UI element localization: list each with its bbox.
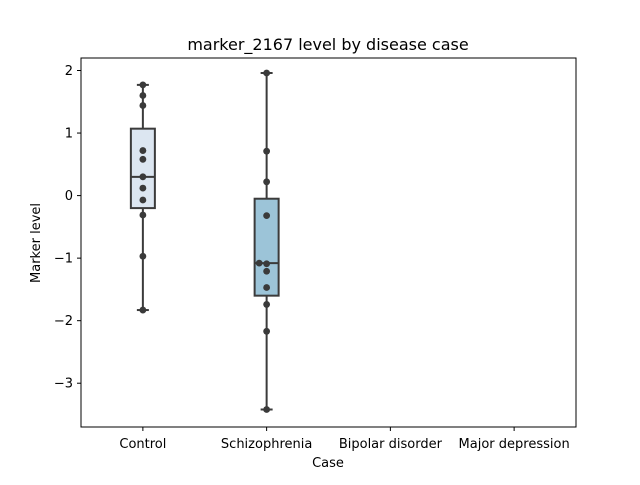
data-point (263, 284, 271, 291)
chart-title: marker_2167 level by disease case (187, 35, 468, 55)
data-point (139, 196, 147, 204)
data-point (139, 252, 147, 260)
y-tick-label: 0 (65, 189, 73, 204)
data-point (139, 155, 147, 163)
box-group-control (129, 83, 156, 312)
data-point (263, 178, 271, 186)
data-point (263, 327, 271, 335)
x-tick-label: Bipolar disorder (339, 437, 443, 452)
box-body (129, 127, 156, 210)
y-tick-label: 1 (65, 127, 73, 142)
data-point (139, 102, 147, 109)
data-point (263, 406, 271, 413)
data-point (263, 260, 271, 268)
data-point (263, 147, 271, 155)
data-point (263, 212, 271, 220)
data-point (139, 147, 147, 154)
data-point (139, 92, 147, 99)
data-point (255, 259, 263, 267)
data-point (263, 301, 271, 308)
x-axis-label: Case (312, 456, 344, 471)
y-tick-label: −1 (54, 252, 73, 267)
axes-frame (80, 57, 577, 428)
data-point (139, 211, 147, 219)
data-point (139, 173, 147, 181)
data-point (139, 81, 147, 89)
y-axis-label: Marker level (29, 203, 44, 283)
y-tick-label: −2 (54, 314, 73, 329)
data-point (263, 69, 271, 77)
box-group-schizophrenia (253, 72, 280, 411)
x-tick-label: Control (119, 437, 166, 452)
data-point (139, 184, 147, 192)
y-tick-label: −3 (54, 377, 73, 392)
x-tick-label: Schizophrenia (221, 437, 312, 452)
data-point (139, 306, 147, 314)
data-point (263, 267, 271, 275)
x-tick-label: Major depression (459, 437, 570, 452)
y-tick-label: 2 (65, 64, 73, 79)
plot-area (129, 69, 280, 413)
